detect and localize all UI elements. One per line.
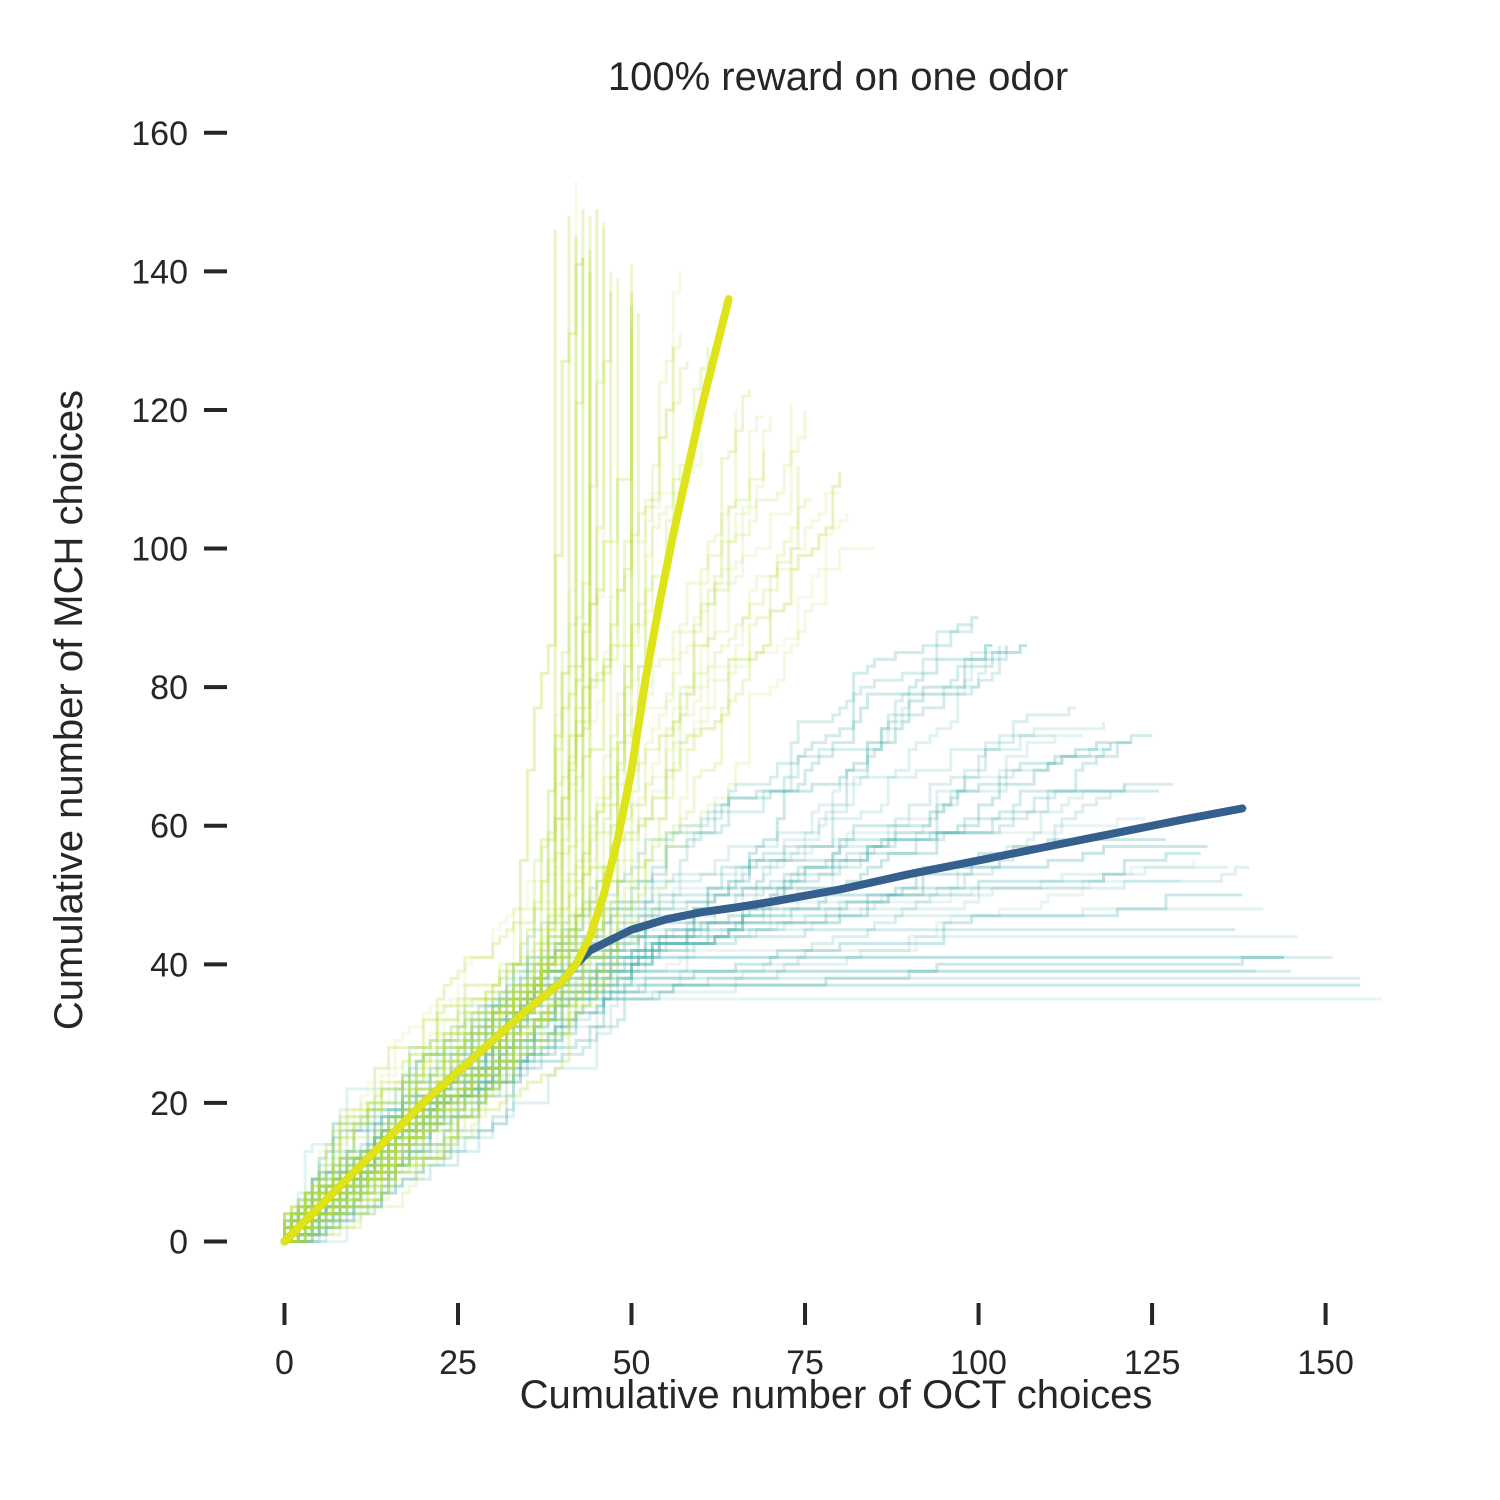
trace-green — [284, 278, 620, 1243]
y-tick-label: 100 — [131, 531, 188, 569]
trace-green — [283, 410, 738, 1242]
x-axis-label: Cumulative number of OCT choices — [520, 1373, 1153, 1417]
trace-green — [284, 326, 633, 1243]
mean-lines — [280, 295, 1247, 1246]
trace-teal — [284, 955, 1284, 1243]
trace-green — [284, 361, 689, 1243]
trace-teal — [284, 734, 1055, 1243]
trace-green — [284, 181, 578, 1243]
x-tick-label: 125 — [1124, 1344, 1181, 1382]
y-axis-label: Cumulative number of MCH choices — [47, 390, 91, 1030]
trace-teal — [283, 969, 1291, 1242]
trace-teal — [283, 644, 993, 1242]
trace-teal — [283, 706, 1076, 1242]
trace-teal — [284, 997, 1382, 1243]
trace-teal — [283, 791, 1112, 1242]
trace-teal — [284, 721, 1105, 1243]
trace-green — [284, 513, 849, 1243]
trace-green — [283, 313, 640, 1242]
chart-title: 100% reward on one odor — [608, 55, 1068, 99]
trace-green — [283, 292, 633, 1242]
teal-individual-traces — [283, 616, 1382, 1243]
trace-teal — [284, 845, 1208, 1243]
trace-teal — [283, 742, 1112, 1242]
trace-green — [283, 209, 585, 1242]
x-tick-label: 75 — [786, 1344, 824, 1382]
y-tick-label: 40 — [150, 946, 188, 984]
trace-teal — [284, 734, 1083, 1243]
trace-teal — [283, 645, 1008, 1242]
trace-green — [283, 271, 592, 1242]
trace-teal — [284, 624, 974, 1243]
trace-teal — [284, 860, 1196, 1243]
y-tick-label: 140 — [131, 253, 188, 291]
trace-green — [283, 229, 557, 1242]
trace-green — [283, 209, 599, 1242]
trace-green — [284, 271, 682, 1243]
trace-green — [284, 465, 800, 1243]
trace-green — [283, 347, 710, 1242]
x-tick-label: 100 — [950, 1344, 1007, 1382]
trace-green — [284, 292, 613, 1243]
trace-teal — [283, 644, 993, 1242]
trace-teal — [284, 734, 1153, 1243]
trace-green — [283, 215, 571, 1242]
trace-green — [283, 215, 592, 1242]
trace-green — [284, 306, 633, 1243]
trace-teal — [283, 983, 1361, 1242]
trace-teal — [284, 955, 1333, 1243]
trace-green — [284, 222, 606, 1243]
trace-teal — [284, 907, 1264, 1243]
trace-teal — [284, 644, 1028, 1243]
y-tick-label: 0 — [169, 1223, 188, 1261]
trace-green — [283, 333, 682, 1242]
y-tick-label: 80 — [150, 669, 188, 707]
y-tick-label: 20 — [150, 1085, 188, 1123]
trace-green — [283, 472, 842, 1242]
y-tick-label: 60 — [150, 808, 188, 846]
trace-green — [284, 547, 875, 1243]
trace-teal — [283, 865, 1229, 1242]
trace-teal — [283, 741, 1132, 1242]
trace-green — [283, 498, 812, 1242]
trace-teal — [284, 784, 1126, 1243]
trace-green — [283, 257, 585, 1242]
trace-green — [284, 257, 585, 1243]
trace-teal — [284, 928, 1236, 1243]
trace-teal — [283, 817, 1146, 1242]
trace-teal — [284, 789, 1159, 1243]
trace-green — [284, 271, 613, 1243]
y-tick-label: 160 — [131, 115, 188, 153]
trace-green — [284, 347, 675, 1243]
trace-teal — [284, 616, 979, 1243]
trace-teal — [283, 645, 1001, 1242]
green-individual-traces — [283, 181, 875, 1243]
x-tick-label: 0 — [275, 1344, 294, 1382]
x-axis: 0 25 50 75 100 125 150 — [275, 1303, 1354, 1382]
y-tick-label: 120 — [131, 392, 188, 430]
trace-green — [284, 236, 578, 1243]
trace-teal — [283, 955, 1284, 1242]
x-tick-label: 50 — [613, 1344, 651, 1382]
trace-teal — [284, 782, 1173, 1243]
trace-teal — [284, 969, 1257, 1243]
trace-green — [284, 410, 807, 1243]
x-tick-label: 150 — [1297, 1344, 1354, 1382]
trace-green — [284, 415, 764, 1243]
trace-teal — [283, 865, 1250, 1242]
trace-teal — [284, 644, 1028, 1243]
trace-green — [283, 415, 708, 1242]
x-tick-label: 25 — [439, 1344, 477, 1382]
trace-green — [284, 451, 765, 1243]
trace-green — [283, 250, 592, 1242]
y-axis: 0 20 40 60 80 100 120 140 160 — [131, 115, 227, 1261]
trace-green — [284, 491, 840, 1243]
trace-teal — [283, 851, 1201, 1242]
mean-line-rewarded — [280, 295, 733, 1246]
